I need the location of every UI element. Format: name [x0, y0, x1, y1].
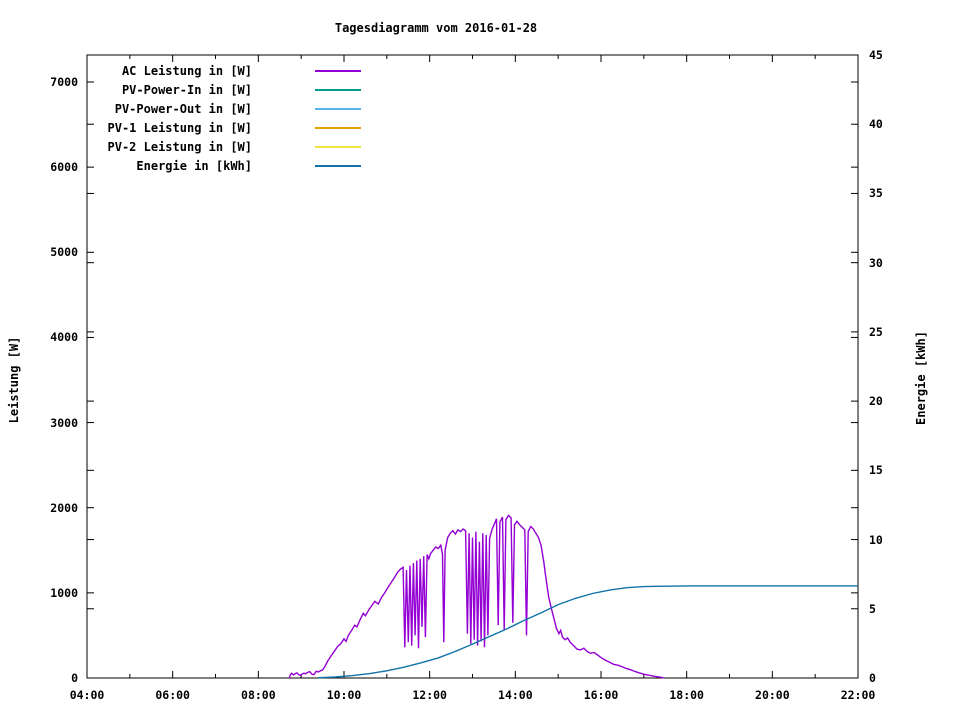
- legend-label: PV-2 Leistung in [W]: [107, 140, 253, 154]
- legend-line-sample: [315, 146, 361, 148]
- x-tick-label: 22:00: [840, 688, 876, 702]
- y-right-tick-label: 40: [869, 117, 883, 132]
- y-right-tick-label: 15: [869, 463, 883, 478]
- y-right-tick-label: 45: [869, 48, 883, 62]
- y-left-tick-label: 3000: [50, 415, 78, 430]
- y-left-tick-label: 4000: [50, 330, 78, 345]
- x-tick-label: 10:00: [326, 688, 362, 702]
- y-right-tick-label: 30: [869, 255, 883, 270]
- x-tick-label: 08:00: [241, 688, 276, 702]
- legend-line-sample: [315, 89, 361, 91]
- x-tick-label: 16:00: [583, 688, 619, 702]
- series-energie-in-kwh-: [318, 585, 858, 679]
- y-left-tick-label: 0: [71, 671, 78, 685]
- x-tick-label: 20:00: [755, 688, 790, 702]
- y-right-tick-label: 0: [869, 671, 876, 685]
- legend-line-sample: [315, 165, 361, 167]
- legend-line-sample: [315, 127, 361, 129]
- x-tick-label: 14:00: [498, 688, 533, 702]
- y-right-tick-label: 20: [869, 394, 883, 409]
- legend-line-sample: [315, 70, 361, 72]
- x-tick-label: 18:00: [669, 688, 704, 702]
- legend-label: Energie in [kWh]: [136, 159, 252, 173]
- x-tick-label: 12:00: [412, 688, 447, 702]
- y-left-tick-label: 2000: [50, 500, 78, 515]
- legend-line-sample: [315, 108, 361, 110]
- legend-label: PV-Power-In in [W]: [121, 83, 252, 97]
- y-left-tick-label: 7000: [50, 75, 78, 89]
- y-left-tick-label: 5000: [50, 245, 78, 260]
- legend-label: AC Leistung in [W]: [121, 64, 252, 78]
- y-right-tick-label: 25: [869, 324, 883, 339]
- y-left-tick-label: 1000: [50, 585, 78, 600]
- y-left-tick-label: 6000: [50, 160, 78, 175]
- y-right-tick-label: 10: [869, 532, 883, 547]
- series-ac-leistung-in-w-: [288, 514, 665, 679]
- legend-label: PV-1 Leistung in [W]: [107, 121, 253, 135]
- legend-label: PV-Power-Out in [W]: [114, 102, 252, 116]
- y-right-tick-label: 5: [869, 601, 876, 616]
- x-tick-label: 04:00: [69, 688, 105, 702]
- chart-title: Tagesdiagramm vom 2016-01-28: [334, 21, 538, 35]
- x-tick-label: 06:00: [155, 688, 190, 702]
- y-right-tick-label: 35: [869, 186, 883, 201]
